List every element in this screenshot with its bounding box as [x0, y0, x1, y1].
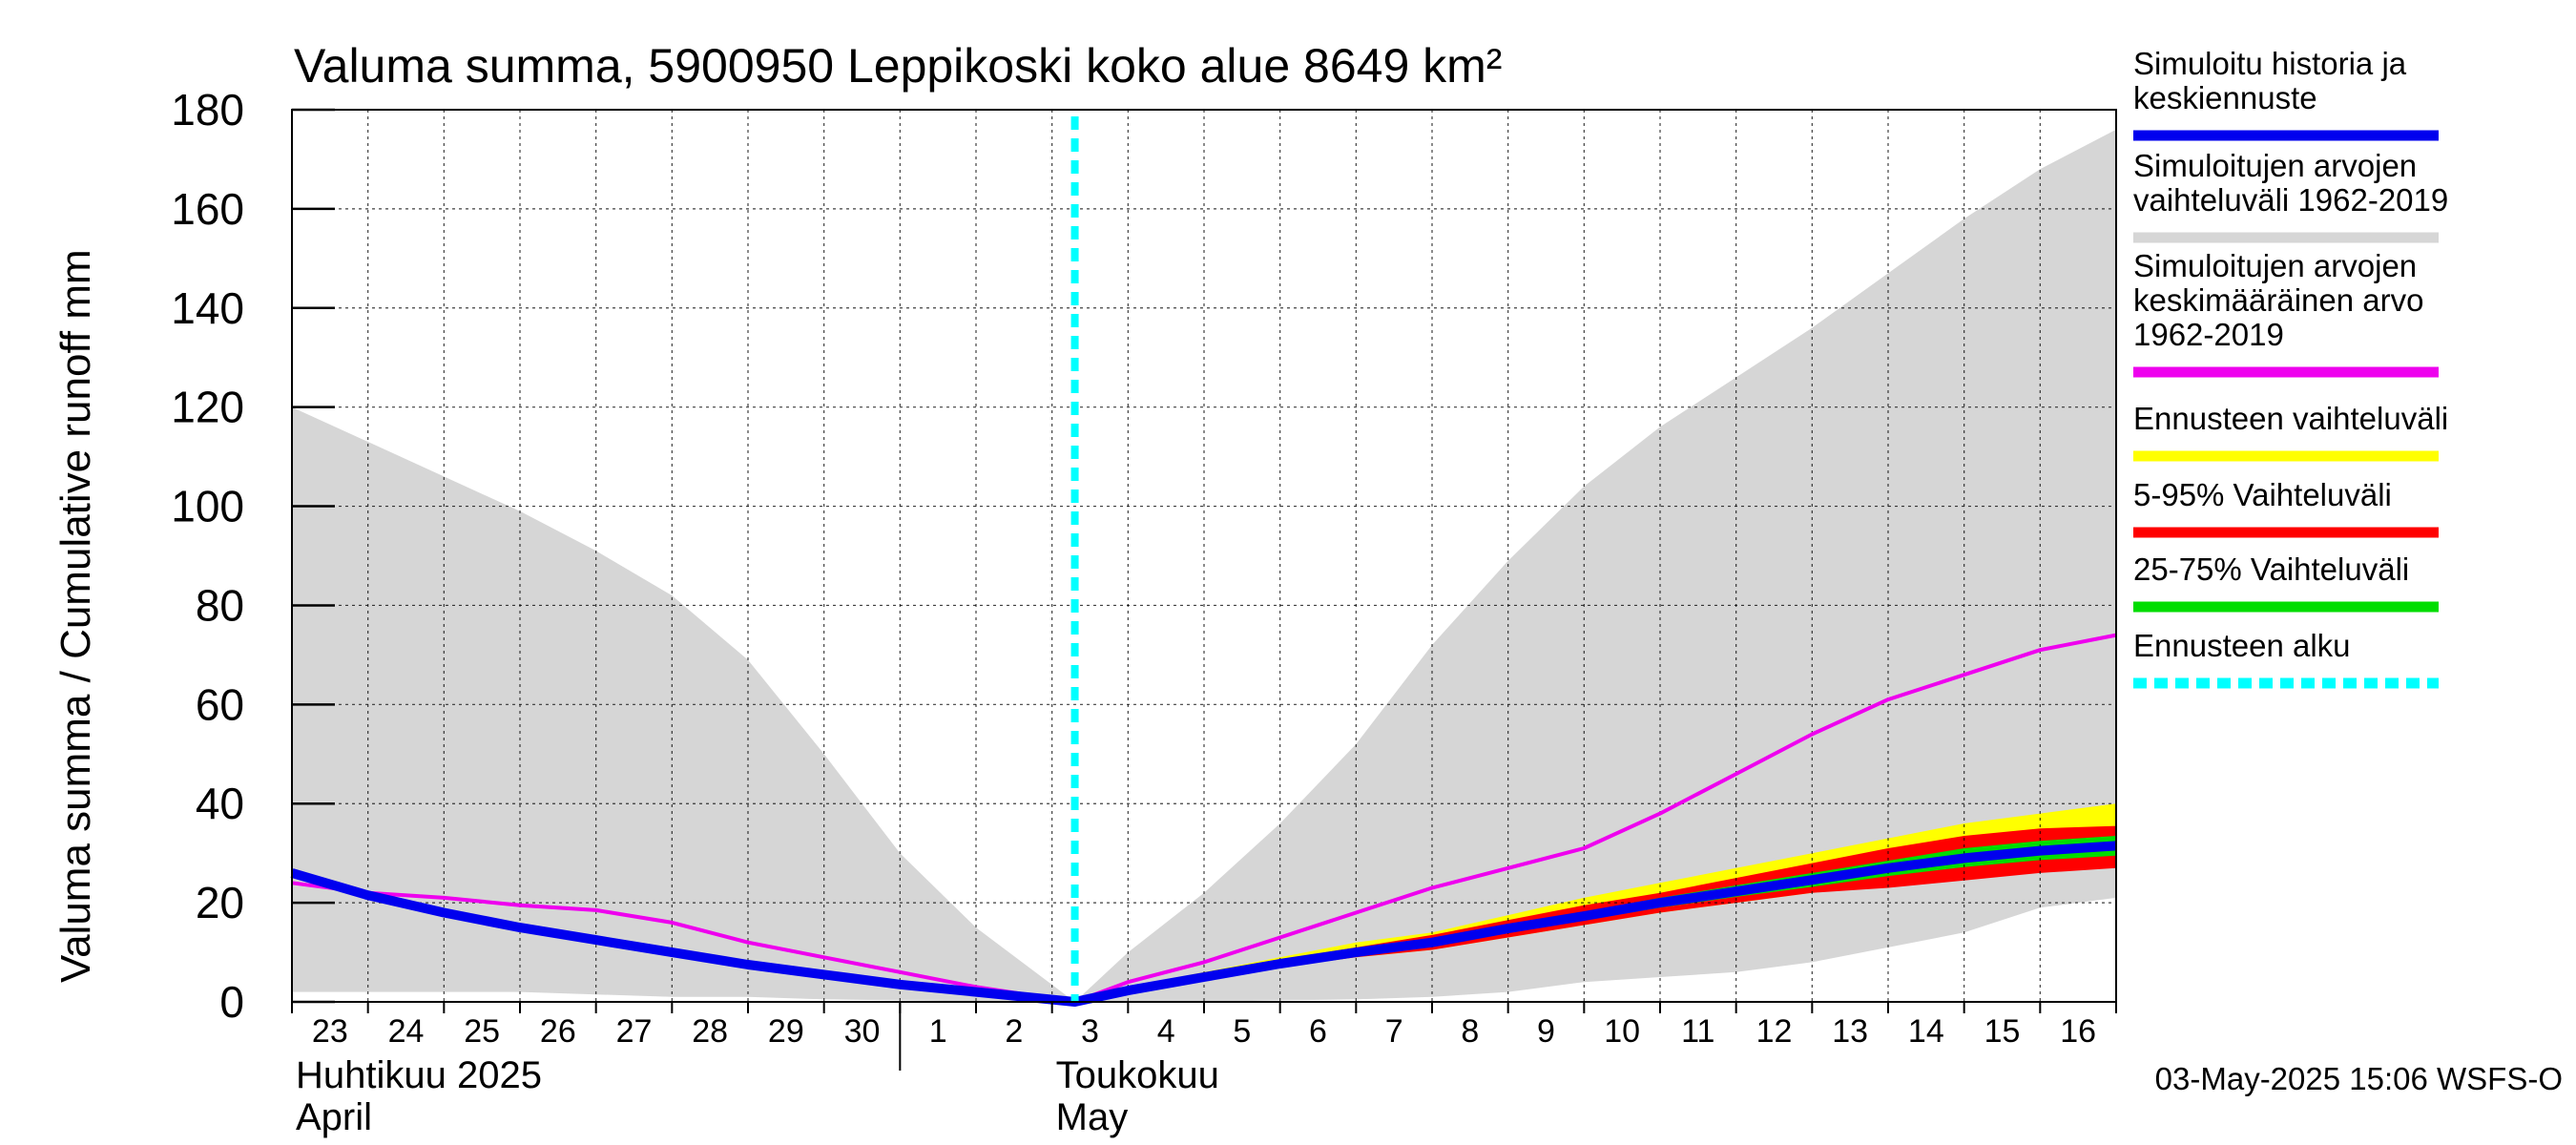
month-label-fi: Toukokuu	[1056, 1054, 1219, 1096]
legend-label: 1962-2019	[2133, 317, 2284, 352]
x-tick-label: 2	[1005, 1013, 1023, 1050]
y-tick-label: 60	[196, 679, 244, 729]
x-tick-label: 23	[312, 1013, 348, 1050]
legend-item: Ennusteen alku	[2133, 628, 2439, 689]
legend-item: 5-95% Vaihteluväli	[2133, 477, 2439, 538]
x-tick-label: 12	[1756, 1013, 1793, 1050]
x-tick-label: 8	[1461, 1013, 1479, 1050]
y-tick-label: 100	[171, 482, 244, 531]
plot-area	[290, 109, 2117, 1007]
y-tick-label: 20	[196, 878, 244, 927]
x-tick-label: 13	[1832, 1013, 1868, 1050]
legend-label: 25-75% Vaihteluväli	[2133, 552, 2409, 587]
legend-item: Ennusteen vaihteluväli	[2133, 401, 2448, 462]
legend-label: Ennusteen alku	[2133, 628, 2351, 663]
x-tick-label: 25	[464, 1013, 500, 1050]
y-axis-ticks: 0 20 40 60 80 100 120 140 160 180	[171, 85, 335, 1027]
legend-label: Ennusteen vaihteluväli	[2133, 401, 2448, 436]
x-tick-label: 1	[929, 1013, 947, 1050]
x-tick-label: 16	[2060, 1013, 2096, 1050]
x-tick-label: 29	[768, 1013, 804, 1050]
timestamp-label: 03-May-2025 15:06 WSFS-O	[2155, 1061, 2563, 1096]
x-tick-label: 30	[844, 1013, 881, 1050]
x-tick-label: 10	[1604, 1013, 1640, 1050]
legend-label: Simuloitu historia ja	[2133, 46, 2407, 81]
band-0	[292, 129, 2116, 1003]
legend-label: Simuloitujen arvojen	[2133, 148, 2417, 183]
legend-label: Simuloitujen arvojen	[2133, 248, 2417, 283]
y-tick-label: 120	[171, 383, 244, 432]
x-tick-label: 11	[1681, 1013, 1714, 1050]
series-line-1	[290, 841, 2117, 1007]
x-tick-label: 7	[1385, 1013, 1403, 1050]
x-axis-ticks: 23 24 25 26 27 28 29 30 1 2 3 4 5 6 7 8 9 10 11 12 13 14 15 16H…	[291, 1002, 2117, 1138]
x-tick-label: 15	[1984, 1013, 2021, 1050]
legend-item: 25-75% Vaihteluväli	[2133, 552, 2439, 613]
x-tick-label: 4	[1157, 1013, 1175, 1050]
series-line-0	[291, 633, 2117, 1004]
y-tick-label: 0	[219, 977, 244, 1027]
x-tick-label: 26	[540, 1013, 576, 1050]
x-tick-label: 27	[616, 1013, 653, 1050]
y-tick-label: 180	[171, 85, 244, 135]
month-label-fi: Huhtikuu 2025	[296, 1054, 542, 1096]
x-tick-label: 6	[1309, 1013, 1327, 1050]
chart-title: Valuma summa, 5900950 Leppikoski koko al…	[294, 39, 1502, 93]
x-tick-label: 28	[692, 1013, 728, 1050]
legend-label: keskiennuste	[2133, 80, 2317, 115]
x-tick-label: 14	[1908, 1013, 1944, 1050]
x-tick-label: 24	[388, 1013, 425, 1050]
y-tick-label: 140	[171, 283, 244, 333]
x-tick-label: 5	[1233, 1013, 1251, 1050]
legend-label: 5-95% Vaihteluväli	[2133, 477, 2392, 512]
x-tick-label: 3	[1081, 1013, 1099, 1050]
y-axis-label: Valuma summa / Cumulative runoff mm	[52, 249, 99, 983]
legend-label: keskimääräinen arvo	[2133, 282, 2423, 318]
y-tick-label: 160	[171, 184, 244, 234]
legend-label: vaihteluväli 1962-2019	[2133, 182, 2448, 218]
y-tick-label: 40	[196, 779, 244, 828]
x-tick-label: 9	[1537, 1013, 1555, 1050]
y-tick-label: 80	[196, 580, 244, 630]
legend: Simuloitu historia jakeskiennusteSimuloi…	[2133, 46, 2448, 689]
month-label-en: May	[1056, 1096, 1129, 1138]
month-label-en: April	[296, 1096, 372, 1138]
